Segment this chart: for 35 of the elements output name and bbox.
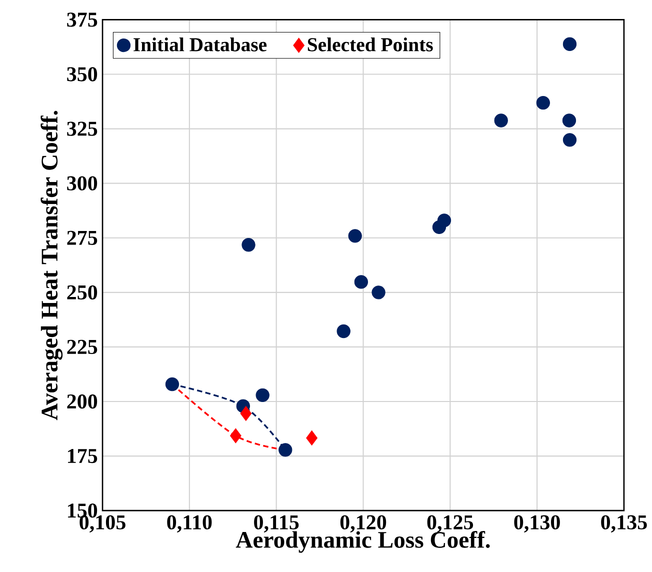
legend-label: Selected Points	[308, 38, 433, 52]
x-axis-title: Aerodynamic Loss Coeff.	[236, 531, 490, 553]
y-tick-label: 325	[67, 122, 98, 136]
point	[354, 275, 368, 289]
y-tick-label: 275	[67, 230, 98, 246]
point	[278, 443, 292, 457]
point	[562, 37, 577, 52]
x-tick-label: 0,120	[340, 515, 386, 533]
point	[165, 378, 180, 392]
point	[536, 96, 550, 110]
point	[336, 324, 350, 338]
y-axis-title: Averaged Heat Transfer Coeff.	[40, 111, 63, 420]
y-tick-label: 175	[68, 449, 98, 464]
point	[562, 114, 576, 128]
point	[437, 214, 452, 228]
point	[230, 428, 242, 444]
x-tick-label: 0,110	[167, 515, 212, 533]
point	[348, 229, 362, 243]
point	[372, 286, 386, 300]
y-tick-label: 350	[67, 67, 98, 82]
y-tick-label: 200	[67, 394, 98, 409]
x-tick-label: 0,135	[601, 515, 647, 533]
point	[562, 133, 577, 147]
point	[242, 238, 256, 252]
x-tick-label: 0,115	[254, 515, 299, 533]
point	[256, 388, 270, 402]
x-tick-label: 0,130	[514, 515, 560, 533]
y-tick-label: 375	[67, 12, 98, 27]
point	[306, 430, 318, 446]
y-tick-label: 300	[67, 176, 98, 191]
legend-label: Initial Database	[134, 38, 267, 52]
point	[494, 114, 508, 128]
y-tick-label: 225	[67, 340, 98, 354]
y-tick-label: 250	[67, 285, 98, 300]
point	[240, 406, 252, 422]
